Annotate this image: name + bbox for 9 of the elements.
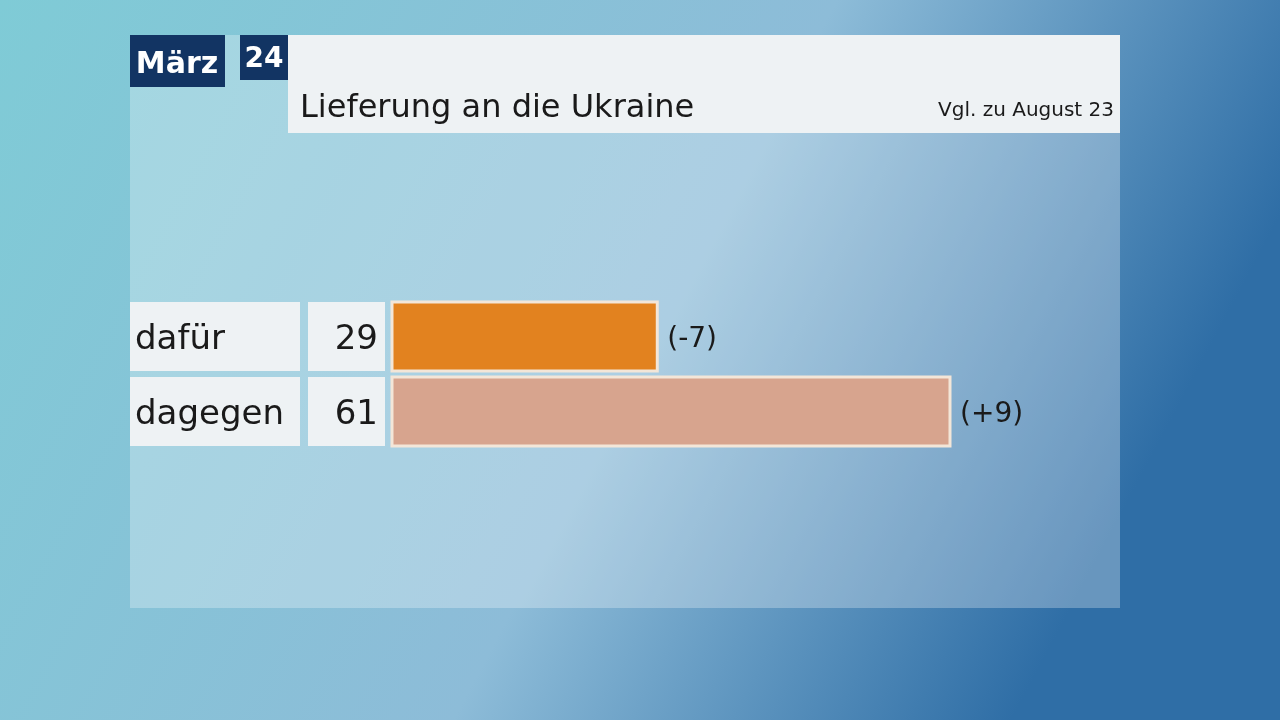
annotation: (-7) bbox=[667, 320, 718, 354]
chart-title: Lieferung an die Ukraine bbox=[300, 87, 695, 125]
y-tick-label: dafür bbox=[135, 316, 225, 357]
data-label: 61 bbox=[334, 391, 378, 432]
data-label: 29 bbox=[334, 316, 378, 357]
text: März 24 bbox=[135, 41, 284, 80]
annotation: (+9) bbox=[960, 395, 1024, 429]
y-tick-label: dagegen bbox=[135, 391, 284, 432]
text: Vgl. zu August 23 bbox=[938, 97, 1114, 121]
